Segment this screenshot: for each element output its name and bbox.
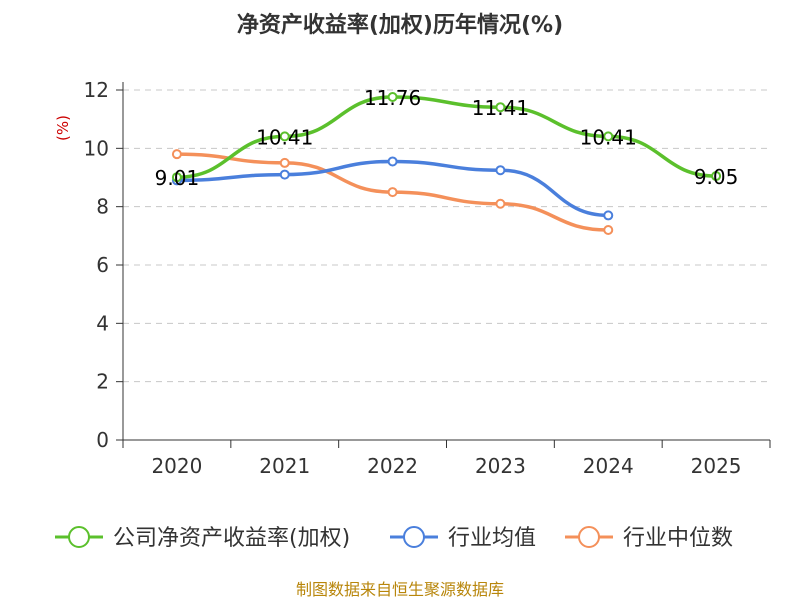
- y-tick-label: 6: [96, 253, 109, 277]
- series-line: [175, 95, 718, 179]
- data-point[interactable]: [279, 169, 290, 180]
- y-tick-label: 8: [96, 195, 109, 219]
- data-point[interactable]: [495, 102, 506, 113]
- data-point[interactable]: [279, 131, 290, 142]
- data-point[interactable]: [603, 225, 614, 235]
- data-point[interactable]: [603, 131, 614, 142]
- legend-label: 行业中位数: [623, 526, 733, 551]
- data-point[interactable]: [495, 198, 506, 209]
- axes: 0 2 4 6 8 10 12 2020 2021 2022 2023 2024 2025: [84, 78, 771, 478]
- legend: 公司净资产收益率(加权) 行业均值 行业中位数: [55, 526, 733, 551]
- y-tick-label: 4: [96, 311, 109, 335]
- data-point[interactable]: [603, 210, 614, 221]
- data-label: 11.41: [472, 96, 529, 120]
- data-point[interactable]: [387, 92, 398, 102]
- legend-item[interactable]: 公司净资产收益率(加权): [55, 526, 350, 551]
- grid-lines: [123, 89, 770, 383]
- x-tick-label: 2020: [151, 454, 202, 478]
- legend-label: 行业均值: [448, 526, 536, 551]
- source-note: 制图数据来自恒生聚源数据库: [296, 580, 504, 599]
- data-label: 9.01: [155, 166, 200, 190]
- legend-marker: [403, 526, 425, 548]
- chart-title: 净资产收益率(加权)历年情况(%): [237, 12, 563, 38]
- data-point[interactable]: [711, 171, 722, 182]
- data-label: 10.41: [256, 125, 313, 149]
- y-tick-label: 2: [96, 370, 109, 394]
- y-tick-label: 10: [84, 136, 109, 160]
- data-point[interactable]: [387, 187, 398, 198]
- data-point[interactable]: [495, 165, 506, 176]
- data-label: 11.76: [364, 86, 421, 110]
- data-labels: 9.01 10.41 11.76 11.41 10.41 9.05: [155, 86, 739, 190]
- y-tick-label: 12: [84, 78, 109, 102]
- x-tick-label: 2024: [583, 454, 634, 478]
- legend-marker: [578, 526, 600, 548]
- data-label: 10.41: [580, 125, 637, 149]
- data-point[interactable]: [279, 157, 290, 168]
- x-tick-label: 2025: [691, 454, 742, 478]
- legend-item[interactable]: 行业中位数: [565, 526, 733, 551]
- data-label: 9.05: [694, 165, 739, 189]
- x-tick-label: 2023: [475, 454, 526, 478]
- legend-item[interactable]: 行业均值: [390, 526, 536, 551]
- data-point[interactable]: [171, 172, 182, 183]
- legend-label: 公司净资产收益率(加权): [113, 526, 350, 551]
- x-tick-label: 2022: [367, 454, 418, 478]
- y-axis-label: (%): [54, 115, 72, 141]
- y-tick-label: 0: [96, 428, 109, 452]
- data-point[interactable]: [387, 156, 398, 167]
- series-layer: [171, 92, 722, 235]
- legend-marker: [68, 526, 90, 548]
- data-point[interactable]: [171, 149, 182, 160]
- x-tick-label: 2021: [259, 454, 310, 478]
